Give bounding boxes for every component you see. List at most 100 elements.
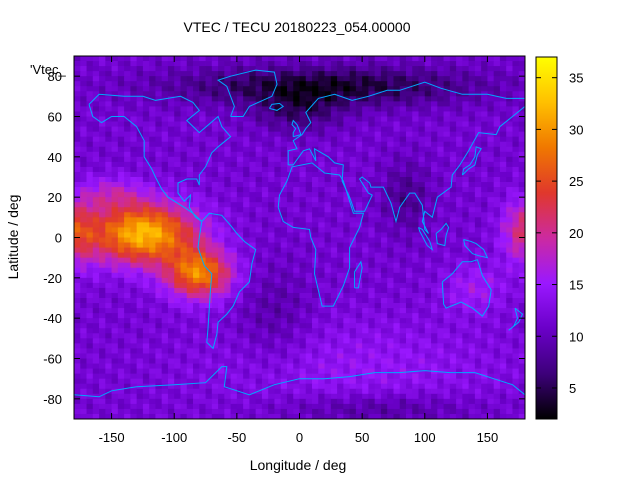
heatmap-cell — [418, 242, 426, 248]
heatmap-cell — [218, 313, 225, 319]
heatmap-cell — [499, 61, 507, 67]
heatmap-cell — [312, 81, 319, 87]
heatmap-cell — [224, 76, 231, 82]
heatmap-cell — [337, 343, 344, 349]
heatmap-cell — [412, 111, 419, 117]
heatmap-cell — [324, 378, 332, 385]
heatmap-cell — [499, 131, 507, 138]
heatmap-cell — [105, 393, 112, 400]
heatmap-cell — [412, 61, 419, 67]
heatmap-cell — [481, 303, 488, 309]
heatmap-cell — [443, 101, 451, 107]
heatmap-cell — [349, 156, 357, 163]
heatmap-cell — [349, 368, 357, 375]
heatmap-cell — [349, 56, 357, 62]
heatmap-cell — [424, 106, 432, 112]
heatmap-cell — [74, 318, 81, 324]
heatmap-cell — [99, 86, 106, 92]
heatmap-cell — [393, 126, 401, 133]
heatmap-cell — [343, 343, 351, 349]
heatmap-cell — [186, 348, 194, 354]
heatmap-cell — [305, 81, 313, 87]
heatmap-cell — [431, 308, 438, 314]
heatmap-cell — [431, 348, 438, 354]
heatmap-cell — [399, 303, 407, 309]
heatmap-cell — [161, 81, 169, 87]
heatmap-cell — [387, 156, 394, 163]
heatmap-cell — [431, 338, 438, 344]
heatmap-cell — [167, 328, 175, 334]
heatmap-cell — [437, 106, 444, 112]
heatmap-cell — [456, 292, 463, 299]
heatmap-cell — [155, 222, 163, 228]
heatmap-cell — [136, 292, 144, 299]
heatmap-cell — [393, 262, 401, 269]
heatmap-cell — [412, 86, 419, 92]
heatmap-cell — [230, 156, 238, 163]
heatmap-cell — [474, 146, 482, 153]
heatmap-cell — [456, 136, 463, 143]
heatmap-cell — [380, 177, 388, 183]
heatmap-cell — [418, 136, 426, 143]
heatmap-cell — [280, 383, 288, 390]
heatmap-cell — [293, 328, 300, 334]
heatmap-cell — [286, 348, 294, 354]
heatmap-cell — [149, 202, 156, 208]
heatmap-cell — [243, 121, 250, 127]
heatmap-cell — [280, 76, 288, 82]
heatmap-cell — [512, 338, 520, 344]
heatmap-cell — [481, 338, 488, 344]
heatmap-cell — [205, 101, 213, 107]
heatmap-cell — [224, 111, 231, 117]
heatmap-cell — [193, 393, 200, 400]
heatmap-cell — [399, 343, 407, 349]
heatmap-cell — [211, 101, 219, 107]
heatmap-cell — [431, 247, 438, 254]
heatmap-cell — [299, 303, 307, 309]
heatmap-cell — [462, 232, 470, 238]
heatmap-cell — [362, 126, 369, 133]
heatmap-cell — [286, 202, 294, 208]
heatmap-cell — [92, 86, 100, 92]
heatmap-cell — [167, 267, 175, 274]
heatmap-cell — [224, 237, 231, 243]
heatmap-cell — [92, 202, 100, 208]
heatmap-cell — [443, 328, 451, 334]
heatmap-cell — [437, 298, 444, 304]
heatmap-cell — [136, 116, 144, 122]
heatmap-cell — [149, 61, 156, 67]
heatmap-cell — [130, 116, 138, 122]
heatmap-cell — [205, 252, 213, 259]
heatmap-cell — [443, 393, 451, 400]
heatmap-cell — [161, 292, 169, 299]
heatmap-cell — [456, 343, 463, 349]
heatmap-cell — [330, 242, 338, 248]
heatmap-cell — [449, 383, 457, 390]
heatmap-cell — [80, 348, 87, 354]
heatmap-cell — [299, 383, 307, 390]
heatmap-cell — [431, 212, 438, 218]
heatmap-cell — [130, 363, 138, 369]
heatmap-cell — [142, 207, 150, 213]
heatmap-cell — [80, 383, 87, 390]
heatmap-cell — [186, 217, 194, 223]
heatmap-cell — [418, 262, 426, 269]
heatmap-cell — [249, 298, 257, 304]
heatmap-cell — [399, 298, 407, 304]
heatmap-cell — [337, 368, 344, 375]
heatmap-cell — [161, 71, 169, 77]
heatmap-cell — [274, 202, 282, 208]
heatmap-cell — [274, 383, 282, 390]
heatmap-cell — [324, 308, 332, 314]
heatmap-cell — [493, 398, 501, 405]
heatmap-cell — [387, 232, 394, 238]
heatmap-cell — [117, 116, 125, 122]
heatmap-cell — [399, 156, 407, 163]
heatmap-cell — [255, 292, 263, 299]
heatmap-cell — [355, 348, 363, 354]
heatmap-cell — [236, 212, 244, 218]
heatmap-cell — [431, 71, 438, 77]
heatmap-cell — [80, 277, 87, 284]
heatmap-cell — [431, 177, 438, 183]
heatmap-cell — [142, 222, 150, 228]
